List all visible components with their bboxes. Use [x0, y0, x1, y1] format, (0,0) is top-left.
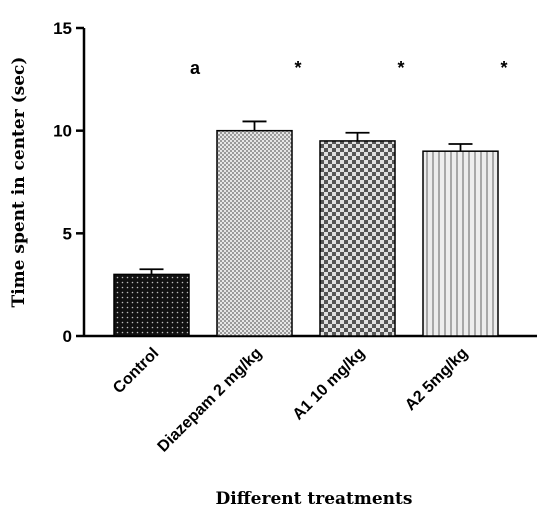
x-tick-label: A2 5mg/kg: [402, 345, 471, 414]
significance-annotation: *: [500, 58, 507, 78]
bar: [319, 140, 396, 337]
significance-annotation: a: [190, 58, 201, 78]
significance-annotation: *: [397, 58, 404, 78]
significance-annotation: *: [294, 58, 301, 78]
y-tick-label: 0: [63, 327, 72, 346]
y-tick-label: 10: [53, 122, 72, 141]
x-tick-label: Diazepam 2 mg/kg: [155, 345, 266, 456]
bar: [216, 129, 293, 337]
y-tick-label: 15: [53, 19, 72, 38]
x-tick-label: Control: [110, 345, 162, 397]
x-axis-title: Different treatments: [216, 489, 413, 509]
x-tick-label: A1 10 mg/kg: [290, 345, 369, 424]
y-axis-title: Time spent in center (sec): [9, 57, 29, 308]
bar: [113, 273, 190, 337]
y-tick-label: 5: [63, 224, 72, 243]
bar: [422, 150, 499, 337]
